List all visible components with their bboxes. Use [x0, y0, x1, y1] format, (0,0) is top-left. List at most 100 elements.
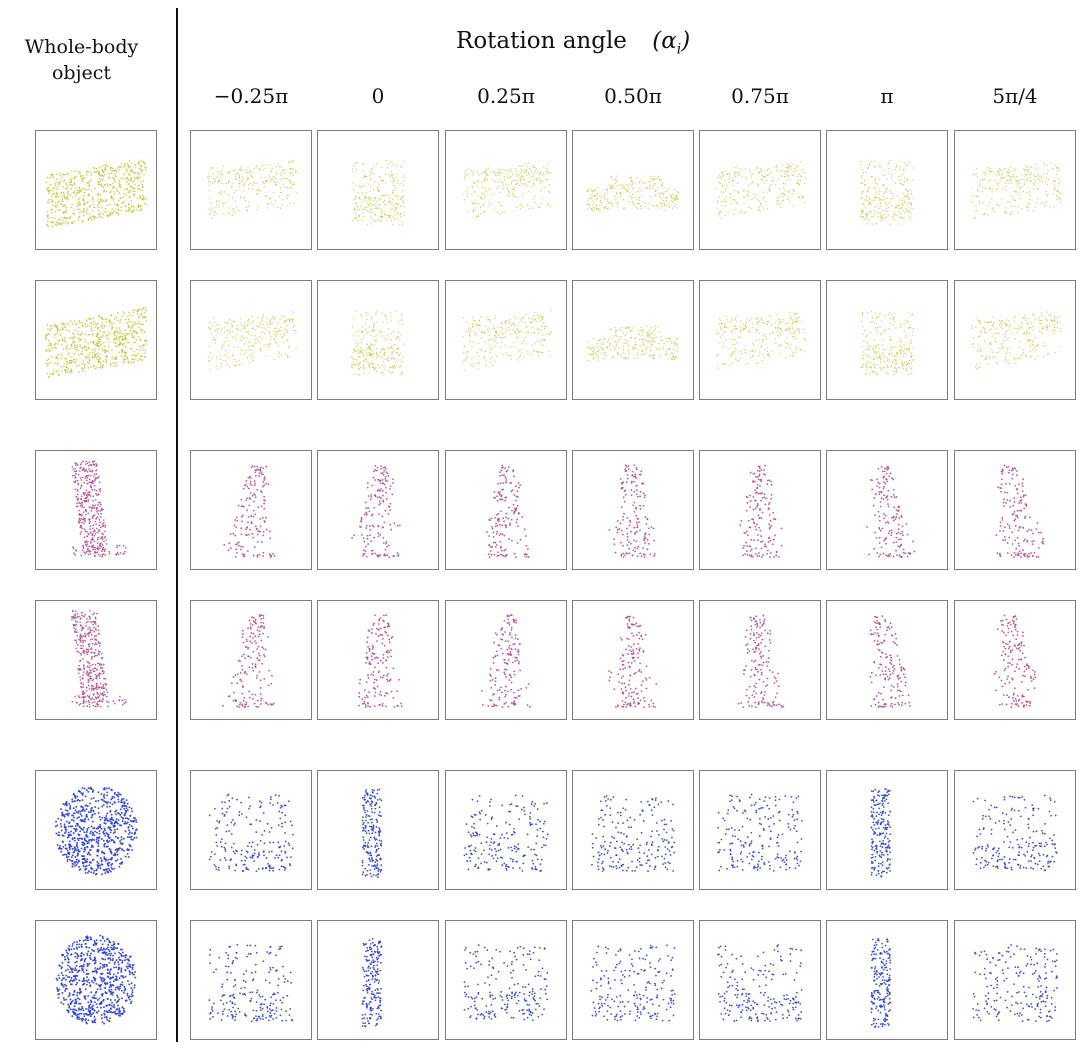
rotated-view-cell-row-2-col-1	[190, 280, 312, 400]
rotated-view-cell-row-2-col-2	[317, 280, 439, 400]
rotated-view-cell-row-1-col-3	[445, 130, 567, 250]
whole-body-cell-row-4	[35, 600, 157, 720]
pedestrian-point-cloud-icon	[223, 465, 276, 558]
cyclist-point-cloud-icon	[870, 937, 892, 1029]
cyclist-point-cloud-icon	[590, 944, 676, 1022]
whole-body-cell-row-5	[35, 770, 157, 890]
rotated-view-cell-row-1-col-1	[190, 130, 312, 250]
rotated-view-cell-row-1-col-7	[954, 130, 1076, 250]
angle-label-neg-0-25pi: −0.25π	[213, 84, 289, 108]
cyclist-point-cloud-icon	[361, 938, 383, 1028]
rotated-view-cell-row-3-col-4	[572, 450, 694, 570]
car-point-cloud-icon	[462, 310, 552, 371]
car-point-cloud-icon	[860, 310, 914, 376]
rotated-view-cell-row-2-col-5	[699, 280, 821, 400]
cyclist-point-cloud-icon	[361, 788, 383, 879]
pedestrian-point-cloud-icon	[995, 464, 1045, 559]
cyclist-point-cloud-icon	[55, 934, 137, 1025]
pedestrian-point-cloud-icon	[866, 465, 916, 559]
rotated-view-cell-row-2-col-6	[826, 280, 948, 400]
whole-body-cell-row-1	[35, 130, 157, 250]
pedestrian-point-cloud-icon	[486, 464, 530, 559]
vertical-divider	[176, 8, 178, 1042]
rotated-view-cell-row-5-col-3	[445, 770, 567, 890]
pedestrian-point-cloud-icon	[608, 464, 656, 558]
pedestrian-point-cloud-icon	[608, 615, 658, 708]
rotated-view-cell-row-5-col-4	[572, 770, 694, 890]
rotated-view-cell-row-2-col-4	[572, 280, 694, 400]
cyclist-point-cloud-icon	[717, 793, 803, 872]
rotated-view-cell-row-4-col-4	[572, 600, 694, 720]
cyclist-point-cloud-icon	[208, 793, 294, 873]
angle-label-0-25pi: 0.25π	[477, 84, 535, 108]
cyclist-point-cloud-icon	[972, 944, 1058, 1023]
car-point-cloud-icon	[462, 161, 552, 219]
car-point-cloud-icon	[860, 160, 915, 226]
rotated-view-cell-row-4-col-5	[699, 600, 821, 720]
pedestrian-point-cloud-icon	[71, 460, 127, 558]
rotated-view-cell-row-3-col-6	[826, 450, 948, 570]
pedestrian-point-cloud-icon	[358, 614, 403, 708]
rotated-view-cell-row-6-col-3	[445, 920, 567, 1040]
angle-label-0-75pi: 0.75π	[731, 84, 789, 108]
car-point-cloud-icon	[44, 307, 148, 379]
rotated-view-cell-row-6-col-2	[317, 920, 439, 1040]
rotated-view-cell-row-6-col-6	[826, 920, 948, 1040]
cyclist-point-cloud-icon	[208, 943, 294, 1023]
pedestrian-point-cloud-icon	[70, 609, 127, 708]
car-point-cloud-icon	[207, 311, 297, 371]
cyclist-point-cloud-icon	[463, 794, 549, 872]
rotated-view-cell-row-6-col-4	[572, 920, 694, 1040]
car-point-cloud-icon	[716, 312, 807, 370]
cyclist-point-cloud-icon	[972, 794, 1058, 872]
rotated-view-cell-row-3-col-5	[699, 450, 821, 570]
rotated-view-cell-row-3-col-7	[954, 450, 1076, 570]
pedestrian-point-cloud-icon	[351, 464, 401, 559]
whole-body-cell-row-3	[35, 450, 157, 570]
rotation-angle-title: Rotation angle	[456, 28, 627, 54]
rotated-view-cell-row-4-col-6	[826, 600, 948, 720]
angle-label-0-50pi: 0.50π	[604, 84, 662, 108]
rotated-view-cell-row-1-col-6	[826, 130, 948, 250]
rotated-view-cell-row-1-col-2	[317, 130, 439, 250]
rotated-view-cell-row-4-col-1	[190, 600, 312, 720]
rotated-view-cell-row-1-col-5	[699, 130, 821, 250]
rotated-view-cell-row-1-col-4	[572, 130, 694, 250]
rotated-view-cell-row-5-col-2	[317, 770, 439, 890]
rotated-view-cell-row-5-col-1	[190, 770, 312, 890]
car-point-cloud-icon	[586, 175, 679, 212]
rotated-view-cell-row-6-col-7	[954, 920, 1076, 1040]
pedestrian-point-cloud-icon	[737, 614, 785, 709]
car-point-cloud-icon	[716, 161, 807, 219]
whole-body-object-header: Whole-body object	[0, 34, 163, 86]
rotated-view-cell-row-3-col-2	[317, 450, 439, 570]
rotated-view-cell-row-2-col-3	[445, 280, 567, 400]
whole-body-cell-row-6	[35, 920, 157, 1040]
whole-body-label: Whole-body	[24, 36, 139, 58]
cyclist-point-cloud-icon	[870, 788, 892, 878]
cyclist-point-cloud-icon	[717, 944, 803, 1022]
pedestrian-point-cloud-icon	[221, 614, 275, 708]
rotated-view-cell-row-4-col-2	[317, 600, 439, 720]
rotated-view-cell-row-3-col-3	[445, 450, 567, 570]
car-point-cloud-icon	[207, 160, 297, 219]
car-point-cloud-icon	[971, 161, 1062, 220]
angle-label-0: 0	[371, 84, 385, 108]
rotated-view-cell-row-6-col-1	[190, 920, 312, 1040]
pedestrian-point-cloud-icon	[869, 615, 911, 708]
rotated-view-cell-row-4-col-3	[445, 600, 567, 720]
rotation-angle-header: Rotation angle (αi)	[456, 28, 690, 58]
pedestrian-point-cloud-icon	[480, 614, 531, 709]
angle-label-5pi-over-4: 5π/4	[992, 84, 1038, 108]
car-point-cloud-icon	[351, 159, 405, 226]
angle-label-pi: π	[880, 84, 894, 108]
rotated-view-cell-row-3-col-1	[190, 450, 312, 570]
object-label: object	[51, 62, 111, 84]
rotated-view-cell-row-4-col-7	[954, 600, 1076, 720]
pedestrian-point-cloud-icon	[739, 464, 783, 558]
rotated-view-cell-row-5-col-7	[954, 770, 1076, 890]
pedestrian-point-cloud-icon	[993, 614, 1037, 709]
alpha-symbol: (αi)	[652, 28, 691, 58]
car-point-cloud-icon	[587, 325, 679, 362]
rotated-view-cell-row-2-col-7	[954, 280, 1076, 400]
